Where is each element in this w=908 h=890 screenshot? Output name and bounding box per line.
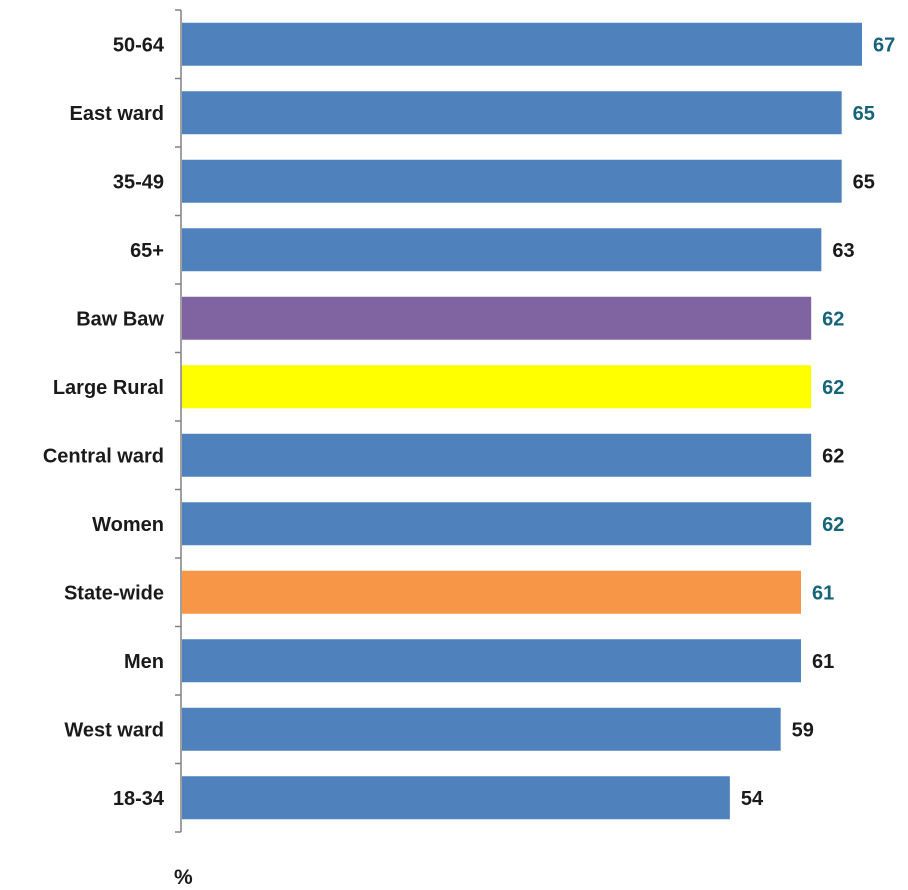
value-labels: 67 65 65 63 62 62 62 62 61 61 59 54: [741, 34, 895, 810]
value-label: 62: [822, 445, 844, 467]
value-label: 59: [792, 719, 814, 741]
category-labels: 50-64 East ward 35-49 65+ Baw Baw Large Rural…: [43, 34, 165, 810]
value-label: 61: [812, 651, 834, 673]
bars: [182, 22, 862, 820]
bar: [182, 639, 802, 683]
category-label: East ward: [70, 103, 164, 125]
category-label: State-wide: [64, 582, 164, 604]
category-label: Central ward: [43, 445, 164, 467]
value-label: 65: [853, 171, 875, 193]
category-label: Large Rural: [53, 377, 164, 399]
value-label: 67: [873, 34, 895, 56]
bar: [182, 22, 862, 66]
bar: [182, 570, 802, 614]
category-label: 65+: [130, 240, 164, 262]
value-label: 62: [822, 514, 844, 536]
value-label: 63: [832, 240, 854, 262]
category-label: West ward: [64, 719, 164, 741]
x-axis-unit-label: %: [174, 866, 193, 889]
bar: [182, 228, 822, 272]
bar: [182, 433, 812, 477]
value-label: 62: [822, 308, 844, 330]
category-label: Women: [92, 514, 164, 536]
category-label: 35-49: [113, 171, 164, 193]
category-axis: [175, 9, 182, 833]
bar: [182, 296, 812, 340]
category-label: 50-64: [113, 34, 165, 56]
value-label: 65: [853, 103, 875, 125]
value-label: 62: [822, 377, 844, 399]
bar: [182, 91, 842, 135]
bar: [182, 365, 812, 409]
value-label: 54: [741, 788, 764, 810]
bar: [182, 776, 730, 820]
bar: [182, 159, 842, 203]
value-label: 61: [812, 582, 834, 604]
bar: [182, 502, 812, 546]
category-label: Baw Baw: [76, 308, 164, 330]
category-label: Men: [124, 651, 164, 673]
bar: [182, 707, 781, 751]
category-label: 18-34: [113, 788, 165, 810]
